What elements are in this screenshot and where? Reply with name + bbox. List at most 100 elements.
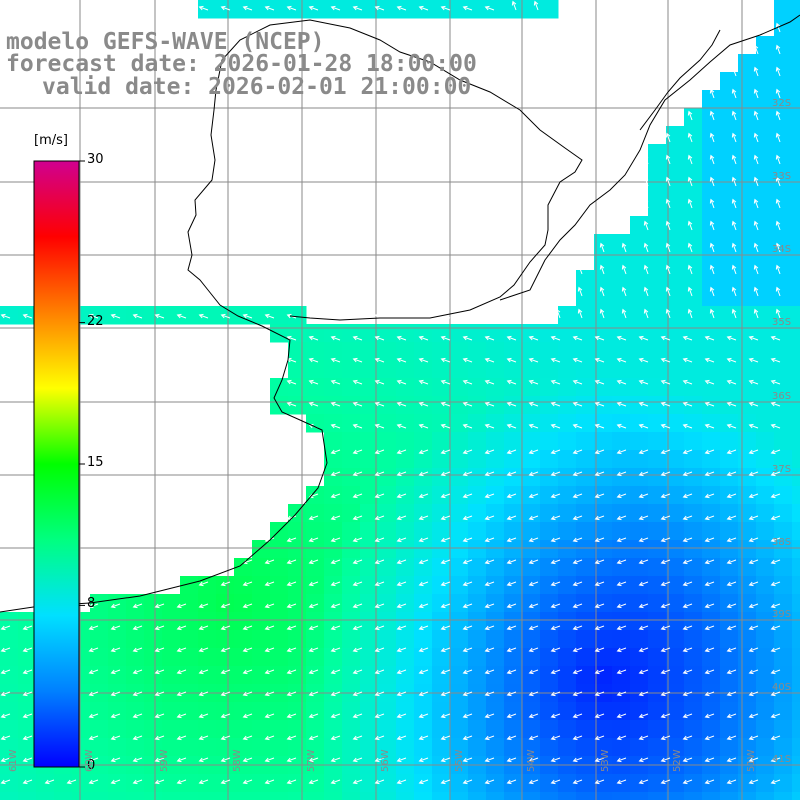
wind-arrow <box>528 735 539 741</box>
wind-arrow <box>198 647 209 653</box>
wind-arrow <box>88 669 99 675</box>
field-cell <box>378 738 397 757</box>
field-cell <box>792 288 800 307</box>
field-cell <box>90 306 109 325</box>
field-cell <box>756 738 775 757</box>
wind-arrow <box>775 220 781 231</box>
wind-arrow <box>242 779 253 785</box>
field-cell <box>90 720 109 739</box>
wind-arrow <box>638 515 649 521</box>
field-cell <box>468 378 487 397</box>
field-cell <box>756 378 775 397</box>
field-cell <box>450 792 469 800</box>
wind-arrow <box>704 735 715 741</box>
field-cell <box>486 702 505 721</box>
field-cell <box>792 432 800 451</box>
wind-arrow <box>638 691 649 697</box>
wind-arrow <box>132 647 143 653</box>
wind-arrow <box>330 735 341 741</box>
wind-arrow <box>775 286 781 297</box>
field-cell <box>756 288 775 307</box>
field-cell <box>234 630 253 649</box>
field-cell <box>648 216 667 235</box>
wind-arrow <box>616 335 627 341</box>
wind-arrow <box>374 5 385 11</box>
field-cell <box>738 432 757 451</box>
field-cell <box>666 792 685 800</box>
wind-arrow <box>726 603 737 609</box>
wind-arrow <box>506 401 517 407</box>
field-cell <box>576 576 595 595</box>
field-cell <box>684 468 703 487</box>
wind-arrow <box>22 625 33 631</box>
field-cell <box>756 450 775 469</box>
field-cell <box>558 522 577 541</box>
field-cell <box>324 504 343 523</box>
field-cell <box>432 648 451 667</box>
field-cell <box>738 396 757 415</box>
field-cell <box>576 360 595 379</box>
field-cell <box>360 576 379 595</box>
field-cell <box>306 522 325 541</box>
field-cell <box>198 738 217 757</box>
field-cell <box>630 720 649 739</box>
field-cell <box>540 450 559 469</box>
field-cell <box>792 342 800 361</box>
field-cell <box>414 468 433 487</box>
field-cell <box>720 666 739 685</box>
field-cell <box>774 360 793 379</box>
field-cell <box>612 702 631 721</box>
wind-arrow <box>110 313 121 319</box>
wind-arrow <box>704 357 715 363</box>
wind-arrow <box>462 493 473 499</box>
field-cell <box>486 558 505 577</box>
wind-arrow <box>374 335 385 341</box>
lagoon-path <box>639 29 721 131</box>
field-cell <box>450 414 469 433</box>
field-cell <box>684 306 703 325</box>
field-cell <box>0 792 19 800</box>
field-cell <box>702 360 721 379</box>
wind-arrow <box>374 423 385 429</box>
field-cell <box>108 792 127 800</box>
field-cell <box>414 504 433 523</box>
wind-arrow <box>709 308 715 319</box>
wind-arrow <box>660 335 671 341</box>
field-cell <box>18 720 37 739</box>
field-cell <box>630 504 649 523</box>
wind-arrow <box>753 176 759 187</box>
field-cell <box>270 774 289 793</box>
field-cell <box>666 666 685 685</box>
wind-arrow <box>418 401 429 407</box>
wind-arrow <box>176 757 187 763</box>
field-cell <box>648 162 667 181</box>
wind-arrow <box>682 537 693 543</box>
wind-arrow <box>484 735 495 741</box>
wind-arrow <box>264 779 275 785</box>
field-cell <box>396 540 415 559</box>
wind-arrow <box>286 625 297 631</box>
field-cell <box>450 738 469 757</box>
field-cell <box>684 144 703 163</box>
wind-arrow <box>484 559 495 565</box>
wind-arrow <box>506 449 517 455</box>
field-cell <box>684 666 703 685</box>
field-cell <box>648 648 667 667</box>
field-cell <box>792 738 800 757</box>
longitude-label: 61W <box>8 749 19 772</box>
latitude-label: 33S <box>772 171 792 182</box>
field-cell <box>198 792 217 800</box>
field-cell <box>252 774 271 793</box>
field-cell <box>234 612 253 631</box>
field-cell <box>720 414 739 433</box>
wind-arrow <box>418 713 429 719</box>
field-cell <box>666 162 685 181</box>
field-cell <box>720 558 739 577</box>
field-cell <box>792 18 800 37</box>
wind-arrow <box>110 735 121 741</box>
field-cell <box>486 792 505 800</box>
field-cell <box>738 216 757 235</box>
field-cell <box>414 666 433 685</box>
wind-arrow <box>198 713 209 719</box>
field-cell <box>540 0 559 19</box>
